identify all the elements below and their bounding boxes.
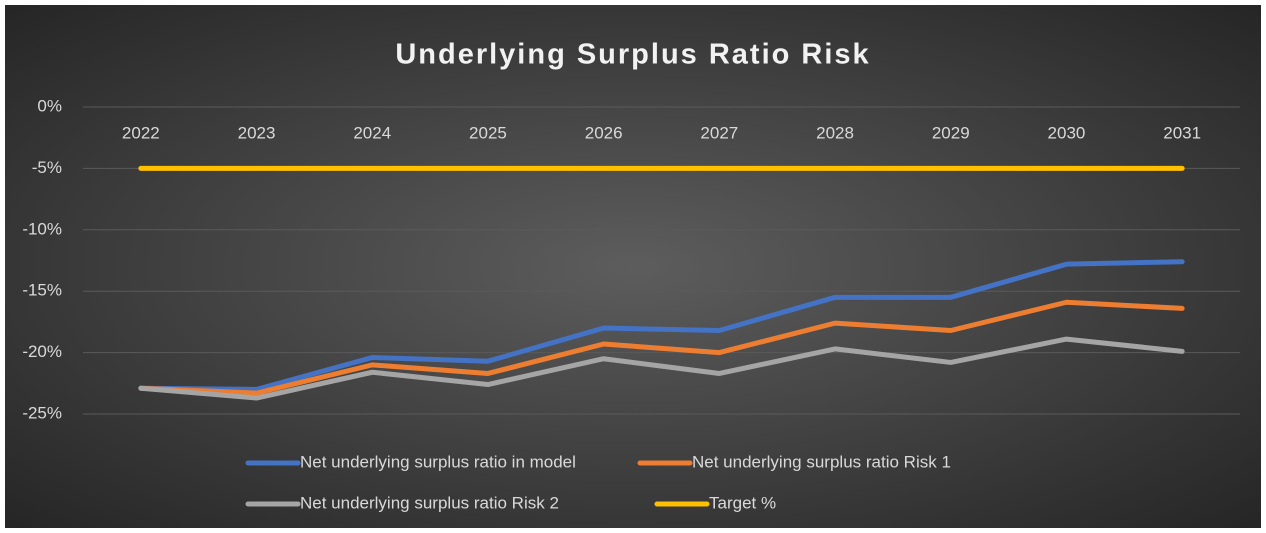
series-line xyxy=(138,336,1185,401)
x-tick-label: 2031 xyxy=(1163,123,1201,142)
x-tick-label: 2022 xyxy=(122,123,160,142)
y-tick-label: -25% xyxy=(22,403,62,422)
legend-label: Net underlying surplus ratio in model xyxy=(300,452,576,471)
x-tick-label: 2027 xyxy=(700,123,738,142)
series-line xyxy=(138,259,1185,392)
legend-label: Net underlying surplus ratio Risk 2 xyxy=(300,493,559,512)
x-tick-label: 2028 xyxy=(816,123,854,142)
x-tick-label: 2024 xyxy=(353,123,391,142)
chart-title: Underlying Surplus Ratio Risk xyxy=(395,39,870,71)
y-tick-label: -10% xyxy=(22,219,62,238)
y-tick-label: -20% xyxy=(22,342,62,361)
x-tick-label: 2030 xyxy=(1048,123,1086,142)
y-tick-label: 0% xyxy=(37,96,62,115)
x-tick-label: 2025 xyxy=(469,123,507,142)
series-line xyxy=(138,299,1185,396)
legend-label: Net underlying surplus ratio Risk 1 xyxy=(692,452,951,471)
legend-label: Target % xyxy=(709,493,776,512)
x-tick-label: 2023 xyxy=(238,123,276,142)
y-tick-label: -15% xyxy=(22,281,62,300)
x-tick-label: 2026 xyxy=(585,123,623,142)
x-tick-label: 2029 xyxy=(932,123,970,142)
y-tick-label: -5% xyxy=(32,158,62,177)
